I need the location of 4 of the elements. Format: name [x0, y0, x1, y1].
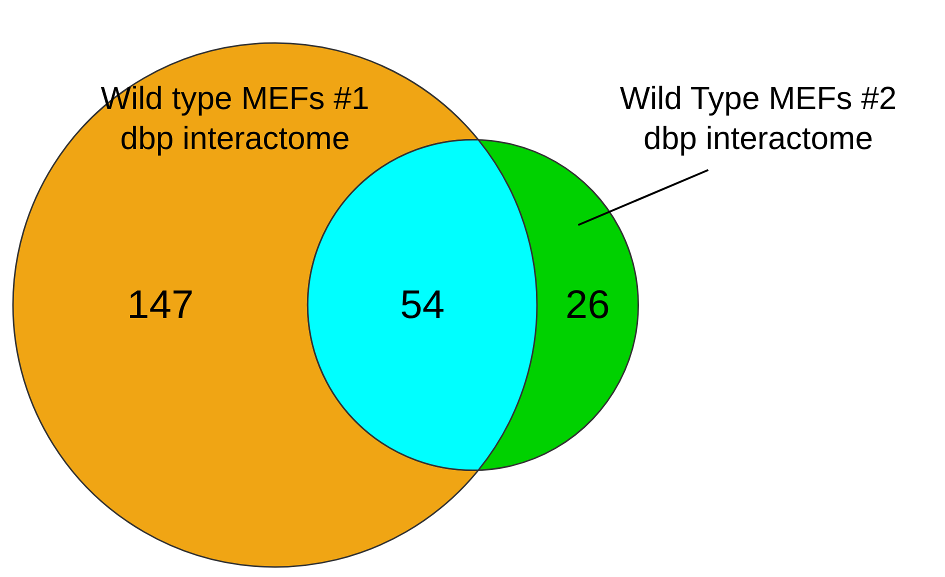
data-label: 54: [400, 283, 445, 327]
text: Wild Type MEFs #2 dbp interactome: [620, 80, 897, 156]
data-label: 26: [565, 283, 610, 327]
data-label: 147: [126, 283, 194, 327]
